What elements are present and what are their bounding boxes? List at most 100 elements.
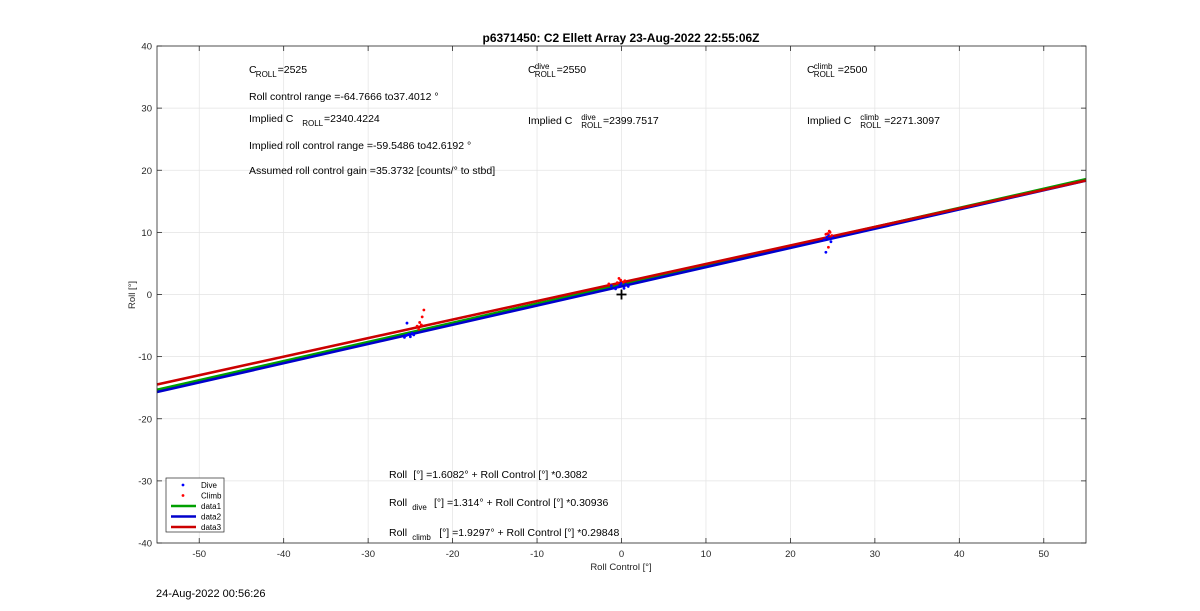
dive-point [829,240,833,244]
c-roll-annotation-base: C [249,64,257,76]
y-tick-label: 40 [141,42,152,53]
legend-label: data2 [201,513,222,522]
climb-point [420,315,424,319]
climb-point [415,324,419,328]
c-roll-annotation-sub: ROLL [256,70,277,79]
c-dive-annotation-sup: dive [535,62,550,71]
legend-entry-data1: data1 [171,502,222,511]
origin-cross [616,289,627,300]
implied-c-roll-annotation: Implied C ROLL =2340.4224 [249,113,380,128]
legend-symbol [181,494,185,497]
x-tick-label: -40 [277,549,291,560]
dive-point [624,283,628,286]
implied-range-annotation: Implied roll control range =-59.5486 to4… [249,140,471,152]
climb-point [623,279,627,283]
gain-annotation: Assumed roll control gain =35.3732 [coun… [249,165,495,177]
equation-climb: Roll climb [°] =1.9297° + Roll Control [°… [389,527,619,542]
y-tick-label: 30 [141,104,152,115]
equation-all-base: Roll [389,469,407,481]
dive-point [822,238,826,242]
c-roll-annotation-value: =2525 [278,64,308,76]
climb-point [607,282,611,286]
implied-c-roll-annotation-base: Implied C [249,113,294,125]
climb-point [419,323,423,327]
implied-c-climb-annotation-sup: climb [860,113,879,122]
climb-point [418,321,422,324]
dive-point [412,333,416,337]
x-tick-label: -10 [530,549,544,560]
dive-point [827,237,831,240]
dive-point [410,331,414,335]
y-axis-label: Roll [°] [127,281,138,309]
implied-c-dive-annotation-sub: ROLL [581,121,602,130]
y-tick-label: -30 [138,476,152,487]
y-tick-label: 20 [141,166,152,177]
equation-dive-value: [°] =1.314° + Roll Control [°] *0.30936 [434,497,608,509]
legend-label: Climb [201,492,222,501]
dive-point [609,284,613,288]
y-tick-label: -20 [138,414,152,425]
dive-point [403,335,406,339]
equation-dive: Roll dive [°] =1.314° + Roll Control [°] … [389,497,608,512]
x-tick-label: 20 [785,549,796,560]
implied-c-roll-annotation-value: =2340.4224 [324,113,380,125]
legend-label: data3 [201,523,222,532]
implied-c-dive-annotation-base: Implied C [528,115,573,127]
legend-entry-data3: data3 [171,523,222,532]
climb-point [422,308,426,312]
climb-point [619,278,623,282]
equation-climb-value: [°] =1.9297° + Roll Control [°] *0.29848 [439,527,619,539]
implied-c-climb-annotation-sub: ROLL [860,121,881,130]
equation-climb-base: Roll [389,527,407,539]
data-points [403,229,835,339]
equation-dive-sub: dive [412,503,427,512]
x-tick-label: 50 [1038,549,1049,560]
implied-c-dive-annotation-value: =2399.7517 [603,115,659,127]
axis-ticks: -50 -40 -30 -20 -10 0 10 20 30 40 50 -40 -30 -20 -10 0 1… [138,42,1086,560]
equation-all: Roll [°] =1.6082° + Roll Control [°] *0.… [389,469,588,481]
legend-entry-climb: Climb [181,492,222,501]
x-tick-label: -50 [192,549,206,560]
dive-point [405,321,409,325]
equation-dive-base: Roll [389,497,407,509]
climb-point [617,276,621,280]
c-climb-annotation-sup: climb [814,62,833,71]
equation-climb-sub: climb [412,533,431,542]
c-dive-annotation-sub: ROLL [535,70,556,79]
implied-c-dive-annotation-sup: dive [581,113,596,122]
dive-point [626,285,630,288]
legend-label: data1 [201,502,222,511]
implied-c-climb-annotation-base: Implied C [807,115,852,127]
implied-c-roll-annotation-sub: ROLL [302,119,323,128]
c-climb-annotation-sub: ROLL [814,70,835,79]
chart-title: p6371450: C2 Ellett Array 23-Aug-2022 22… [482,31,759,45]
dive-point [407,332,411,336]
roll-range-annotation: Roll control range =-64.7666 to37.4012 ° [249,91,439,103]
dive-point [614,287,617,291]
dive-point [615,285,619,289]
x-tick-label: -20 [446,549,460,560]
c-climb-annotation-value: =2500 [838,64,868,76]
c-dive-annotation-base: C [528,64,536,76]
y-tick-label: 10 [141,228,152,239]
climb-point [417,327,421,331]
markers [616,289,627,300]
c-dive-annotation-value: =2550 [557,64,587,76]
c-climb-annotation-base: C [807,64,815,76]
climb-point [830,234,834,237]
dive-point [404,334,408,337]
y-tick-label: 0 [147,290,152,301]
x-tick-label: -30 [361,549,375,560]
climb-point [827,229,831,233]
dive-point [618,283,622,287]
x-tick-label: 30 [870,549,881,560]
equation-all-value: [°] =1.6082° + Roll Control [°] *0.3082 [413,469,587,481]
y-tick-label: -40 [138,539,152,550]
